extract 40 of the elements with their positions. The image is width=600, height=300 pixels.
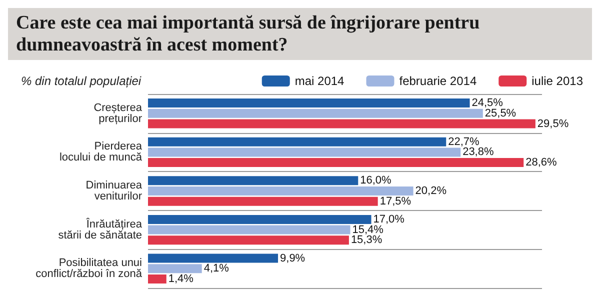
y-tick-label: Posibilitatea unui conflict/război în zonă [36,257,143,280]
data-label: 16,0% [360,174,392,187]
data-label: 1,4% [168,272,194,285]
bar [148,137,446,146]
chart-title: Care este cea mai importantă sursă de îngrijorare pentru dumneavoastră în acest moment? [16,12,484,56]
bar [148,119,536,128]
legend-label: iulie 2013 [532,74,584,88]
chart-subtitle: % din totalul populației [21,74,142,88]
data-label: 29,5% [537,118,569,130]
bar [148,254,278,263]
bar [148,108,483,118]
data-label: 25,5% [484,107,516,120]
data-label: 17,5% [380,195,412,208]
bar [148,176,358,186]
data-label: 9,9% [280,252,306,264]
bar [148,274,166,284]
y-tick-label: Pierderea locului de muncă [59,140,143,164]
legend-label: februarie 2014 [399,74,477,88]
data-label: 17,0% [373,213,405,226]
y-tick-label: Înrăutățirea stării de sănătate [58,217,143,242]
data-label: 4,1% [204,262,230,275]
y-tick-label: Creșterea prețurilor [94,102,143,125]
bar [148,158,524,168]
bar [148,196,378,206]
data-label: 23,8% [462,146,494,158]
y-tick-label: Diminuarea veniturilor [86,180,143,202]
data-label: 24,5% [472,97,504,110]
data-label: 22,7% [448,136,480,148]
data-label: 20,2% [415,185,447,197]
bar [148,264,202,274]
bar [148,98,470,108]
bar [148,148,461,157]
data-label: 15,4% [352,224,384,236]
bar [148,225,350,234]
bar [148,186,414,196]
data-label: 28,6% [526,156,558,169]
bar [148,236,349,245]
bar [148,214,372,224]
legend-label: mai 2014 [294,74,345,88]
data-label: 15,3% [350,234,382,246]
